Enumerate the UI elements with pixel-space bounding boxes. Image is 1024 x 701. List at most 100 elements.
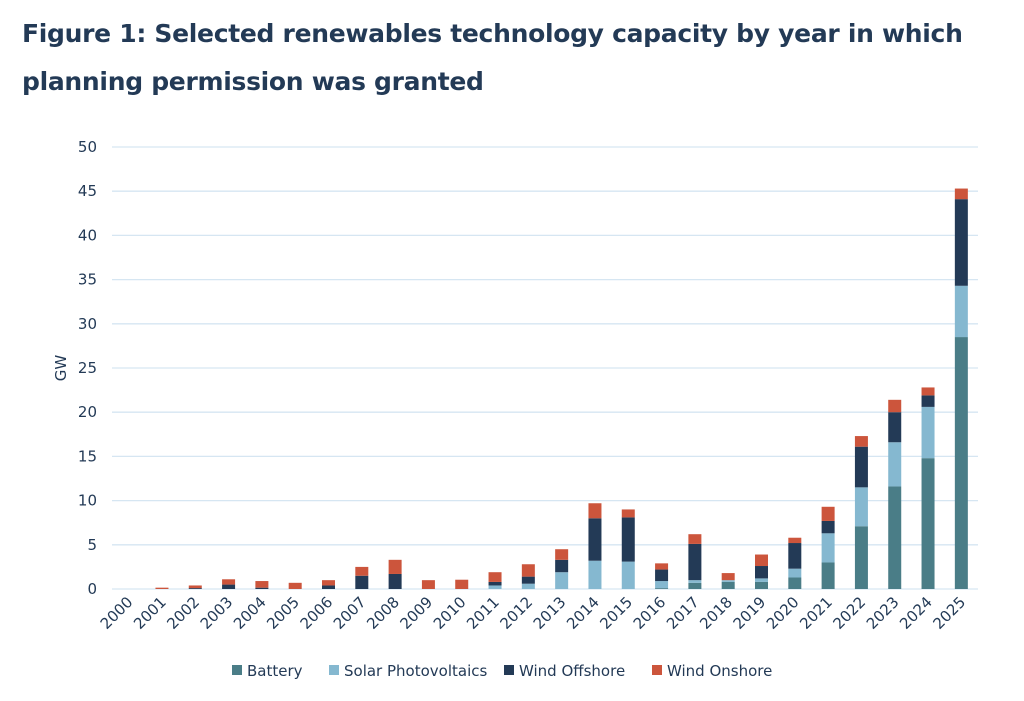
y-tick-label: 35 — [78, 271, 97, 289]
bar-segment-solar-photovoltaics — [588, 560, 602, 589]
x-tick-label: 2016 — [630, 593, 670, 633]
bar-segment-wind-offshore — [954, 199, 968, 286]
y-tick-label: 40 — [78, 226, 97, 244]
bar-segment-wind-offshore — [555, 559, 569, 573]
legend-swatch — [232, 665, 242, 675]
legend-swatch — [329, 665, 339, 675]
bar-segment-wind-onshore — [421, 580, 435, 589]
x-tick-label: 2019 — [730, 593, 770, 633]
x-tick-label: 2010 — [430, 593, 470, 633]
bar-segment-wind-offshore — [788, 543, 802, 569]
bar-segment-wind-onshore — [954, 188, 968, 200]
bar-segment-wind-onshore — [821, 506, 835, 521]
bar-segment-battery — [688, 582, 702, 589]
bar-segment-wind-onshore — [688, 534, 702, 544]
y-tick-label: 5 — [87, 536, 97, 554]
x-tick-label: 2020 — [763, 593, 803, 633]
bar-segment-solar-photovoltaics — [555, 572, 569, 589]
bar-segment-wind-onshore — [455, 579, 469, 589]
legend-label: Solar Photovoltaics — [344, 662, 487, 680]
y-tick-label: 45 — [78, 182, 97, 200]
x-tick-label: 2006 — [297, 593, 337, 633]
bar-segment-wind-offshore — [355, 575, 369, 589]
bar-segment-wind-onshore — [322, 580, 335, 586]
bar-segment-solar-photovoltaics — [755, 578, 768, 582]
bar-segment-solar-photovoltaics — [921, 406, 935, 459]
bar-segment-wind-offshore — [588, 518, 602, 561]
x-tick-label: 2013 — [530, 593, 570, 633]
bar-segment-battery — [921, 458, 935, 589]
bar-segment-wind-offshore — [388, 573, 402, 589]
y-tick-label: 0 — [87, 580, 97, 598]
bar-segment-solar-photovoltaics — [954, 285, 968, 338]
y-tick-label: 20 — [78, 403, 97, 421]
chart-title: Figure 1: Selected renewables technology… — [22, 19, 963, 96]
x-tick-label: 2000 — [97, 593, 137, 633]
bar-segment-wind-onshore — [854, 436, 868, 447]
bar-segment-solar-photovoltaics — [521, 583, 535, 589]
bar-segment-wind-onshore — [621, 509, 635, 518]
bar-segment-wind-offshore — [688, 543, 702, 581]
bar-segment-solar-photovoltaics — [655, 581, 669, 589]
bar-segment-wind-offshore — [188, 588, 202, 589]
bar-segment-wind-offshore — [755, 566, 768, 579]
x-tick-label: 2001 — [130, 593, 170, 633]
x-tick-label: 2021 — [796, 593, 836, 633]
bar-segment-wind-offshore — [888, 412, 902, 443]
x-tick-label: 2024 — [896, 593, 936, 633]
bar-segment-wind-offshore — [854, 446, 868, 488]
x-tick-label: 2003 — [197, 593, 237, 633]
bar-segment-wind-onshore — [488, 572, 502, 582]
x-tick-label: 2008 — [363, 593, 403, 633]
bar-segment-solar-photovoltaics — [721, 580, 735, 582]
bar-segment-wind-onshore — [188, 585, 202, 589]
x-tick-label: 2007 — [330, 593, 370, 633]
y-tick-label: 25 — [78, 359, 97, 377]
bar-segment-wind-offshore — [222, 584, 236, 589]
x-tick-label: 2011 — [463, 593, 503, 633]
y-tick-label: 30 — [78, 315, 97, 333]
x-tick-label: 2012 — [496, 593, 536, 633]
x-tick-label: 2017 — [663, 593, 703, 633]
x-tick-label: 2014 — [563, 593, 603, 633]
bar-segment-battery — [854, 526, 868, 589]
x-tick-label: 2018 — [696, 593, 736, 633]
bar-segment-solar-photovoltaics — [854, 487, 868, 527]
bar-segment-solar-photovoltaics — [621, 561, 635, 589]
bar-segment-wind-onshore — [721, 573, 735, 581]
bar-segment-wind-offshore — [322, 585, 335, 589]
legend-swatch — [504, 665, 514, 675]
x-tick-label: 2009 — [397, 593, 437, 633]
bar-segment-wind-onshore — [588, 503, 602, 519]
bar-segment-wind-onshore — [388, 559, 402, 574]
legend-label: Wind Offshore — [519, 662, 625, 680]
bar-segment-battery — [821, 562, 835, 589]
bar-segment-wind-onshore — [355, 566, 369, 576]
bar-segment-wind-onshore — [255, 581, 269, 588]
bar-segment-wind-offshore — [921, 395, 935, 407]
bar-segment-solar-photovoltaics — [888, 442, 902, 487]
x-tick-label: 2004 — [230, 593, 270, 633]
bar-segment-wind-offshore — [621, 517, 635, 562]
y-tick-label: 50 — [78, 138, 97, 156]
bar-segment-battery — [954, 337, 968, 589]
y-tick-label: 15 — [78, 447, 97, 465]
bar-segment-wind-offshore — [521, 576, 535, 584]
bar-segment-wind-onshore — [755, 554, 768, 567]
bar-segment-wind-offshore — [255, 587, 269, 589]
bar-segment-wind-onshore — [655, 563, 669, 570]
bar-segment-wind-onshore — [788, 537, 802, 544]
bar-segment-solar-photovoltaics — [788, 568, 802, 578]
x-tick-label: 2022 — [830, 593, 870, 633]
bar-segment-wind-offshore — [488, 581, 502, 586]
bar-segment-wind-onshore — [155, 587, 169, 589]
x-tick-label: 2015 — [596, 593, 636, 633]
x-tick-label: 2002 — [163, 593, 203, 633]
x-tick-label: 2025 — [929, 593, 969, 633]
bar-segment-solar-photovoltaics — [488, 585, 502, 589]
bar-segment-wind-onshore — [921, 387, 935, 396]
bar-segment-wind-onshore — [222, 579, 236, 585]
bar-segment-wind-offshore — [821, 520, 835, 534]
bar-segment-solar-photovoltaics — [688, 580, 702, 583]
